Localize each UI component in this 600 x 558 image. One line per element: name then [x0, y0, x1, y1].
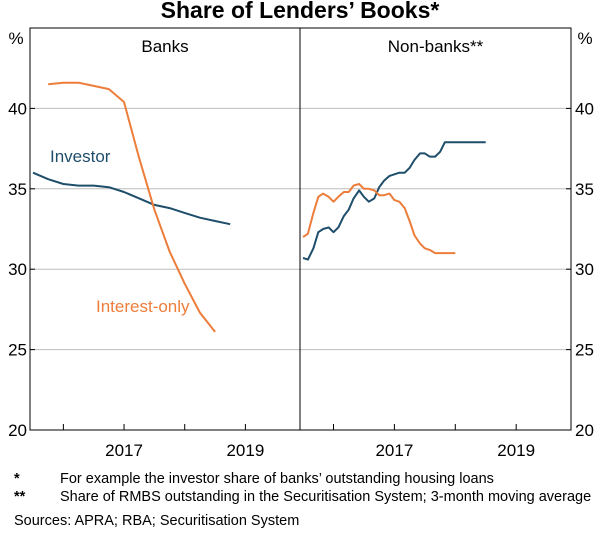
- x-tick-label: 2019: [497, 441, 535, 460]
- y-tick-label-right: 30: [575, 260, 594, 279]
- notes: * For example the investor share of bank…: [14, 470, 594, 530]
- y-tick-label-left: 30: [8, 260, 27, 279]
- footnote-text: For example the investor share of banks’…: [60, 471, 494, 487]
- series-line-interest-only: [48, 81, 216, 333]
- chart: Share of Lenders’ Books* 20 20 25 25 30 30 35 3…: [8, 0, 594, 460]
- series-label-interest-only: Interest-only: [96, 297, 190, 316]
- series-line-investor: [32, 171, 231, 226]
- chart-title: Share of Lenders’ Books*: [161, 0, 440, 23]
- footnote-text: Share of RMBS outstanding in the Securit…: [60, 489, 592, 505]
- y-tick-label-right: 25: [575, 341, 594, 360]
- series-label-investor: Investor: [50, 147, 111, 166]
- y-tick-label-left: 40: [8, 99, 27, 118]
- footnote-2: ** Share of RMBS outstanding in the Secu…: [14, 488, 594, 506]
- footnote-mark: *: [14, 471, 20, 487]
- x-tick-label: 2019: [226, 441, 264, 460]
- y-tick-label-right: 20: [575, 421, 594, 440]
- y-tick-label-right: 35: [575, 180, 594, 199]
- x-tick-label: 2017: [375, 441, 413, 460]
- sources: Sources: APRA; RBA; Securitisation Syste…: [14, 513, 300, 529]
- footnote-1: * For example the investor share of bank…: [14, 470, 594, 488]
- panel-title: Banks: [141, 37, 188, 56]
- y-tick-label-right: 40: [575, 99, 594, 118]
- panel-title: Non-banks**: [388, 37, 484, 56]
- y-unit-right: %: [577, 29, 592, 48]
- y-unit-left: %: [8, 29, 23, 48]
- series-line-interest-only: [302, 183, 456, 255]
- plot-area: 20 20 25 25 30 30 35 35 40 40% % 2017 2019 Banks 2017 2…: [8, 27, 594, 460]
- y-tick-label-left: 20: [8, 421, 27, 440]
- y-tick-label-left: 35: [8, 180, 27, 199]
- x-tick-label: 2017: [105, 441, 143, 460]
- y-tick-label-left: 25: [8, 341, 27, 360]
- series-line-investor: [302, 141, 486, 261]
- footnote-mark: **: [14, 489, 26, 505]
